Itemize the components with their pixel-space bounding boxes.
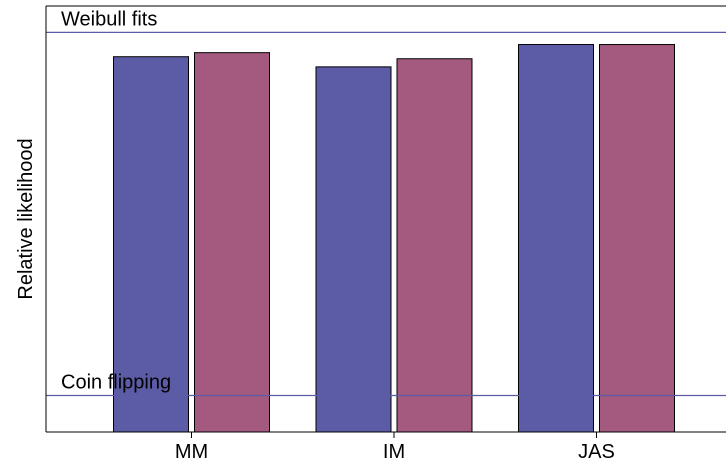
x-axis-ticks: MM IM JAS [175,432,615,463]
bar-mm-series-1 [113,56,189,433]
reference-line-label-1: Weibull fits [61,8,157,30]
bar-jas-series-2 [599,44,675,433]
bar-jas-series-1 [518,44,594,433]
bars-layer [113,44,675,433]
reference-line-label-2: Coin flipping [61,371,171,393]
x-tick-label-im: IM [383,441,405,463]
x-tick-label-mm: MM [175,441,208,463]
x-tick-label-jas: JAS [578,441,615,463]
bar-im-series-2 [396,58,473,433]
bar-mm-series-2 [194,52,270,433]
y-axis-label: Relative likelihood [15,138,37,299]
bar-im-series-1 [315,66,392,433]
reference-lines-layer: Weibull fits Coin flipping [46,8,726,397]
